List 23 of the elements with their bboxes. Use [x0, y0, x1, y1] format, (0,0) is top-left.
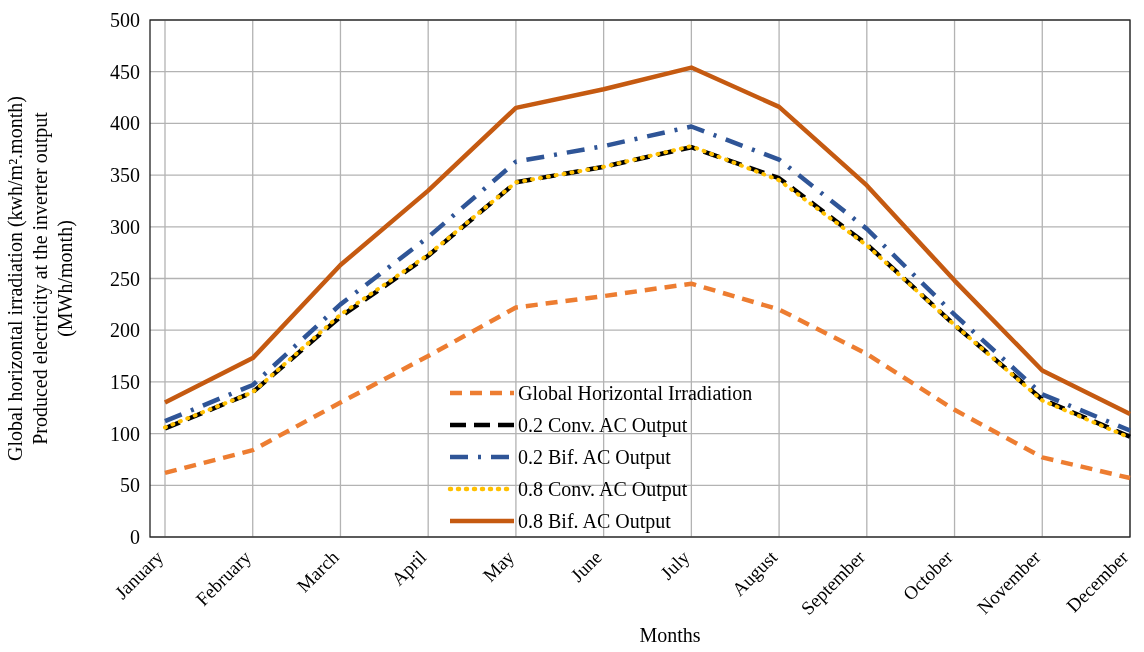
line-series [162, 281, 1133, 481]
y-tick-label: 100 [110, 422, 140, 445]
y-tick-label: 450 [110, 60, 140, 83]
line-series [162, 65, 1133, 417]
y-tick-label: 400 [110, 112, 140, 135]
y-tick-label: 500 [110, 9, 140, 31]
y-tick-label: 350 [110, 164, 140, 187]
legend-label: 0.8 Conv. AC Output [518, 478, 688, 501]
x-tick-label: July [656, 546, 694, 584]
legend-label: Global Horizontal Irradiation [518, 382, 753, 404]
y-axis-title: Global horizontal irradiation (kwh/m².month) Produced electricity at the inverter output (MWh/month) [4, 96, 77, 461]
x-tick-label: May [478, 546, 519, 586]
x-axis-title: Months [639, 624, 701, 646]
y-tick-label: 300 [110, 215, 140, 238]
y-tick-label: 50 [120, 474, 140, 497]
legend-label: 0.2 Conv. AC Output [518, 414, 688, 437]
y-tick-label: 250 [110, 267, 140, 290]
y-tick-label: 150 [110, 370, 140, 393]
legend-label: 0.8 Bif. AC Output [518, 510, 672, 533]
x-tick-label: June [566, 546, 606, 586]
legend-label: 0.2 Bif. AC Output [518, 446, 672, 469]
y-tick-label: 0 [130, 526, 140, 548]
y-tick-label: 200 [110, 319, 140, 342]
